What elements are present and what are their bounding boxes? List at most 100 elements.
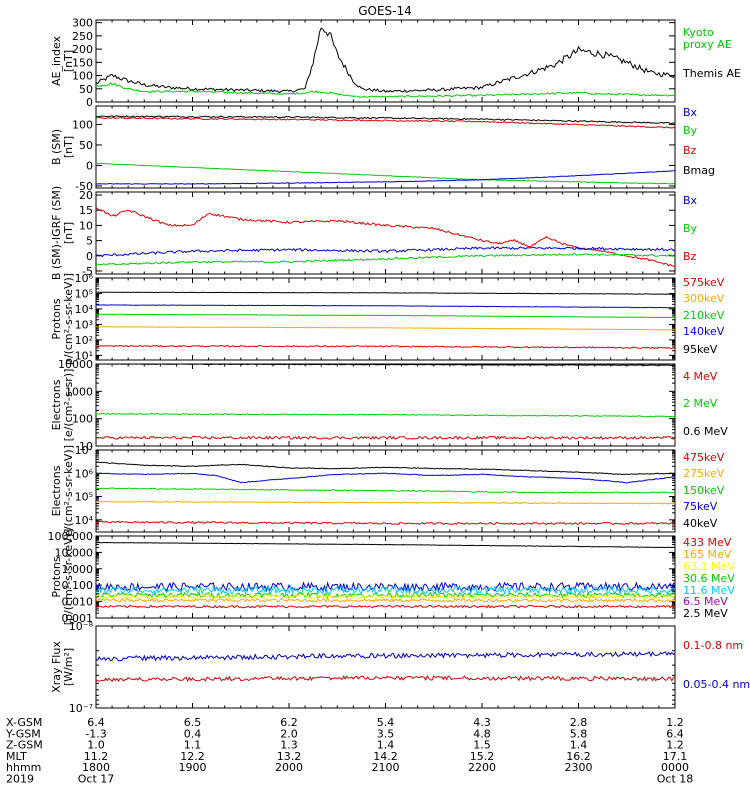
legend-bz: Bz <box>683 144 697 157</box>
series-line-0-05-0-4-nm <box>96 651 675 662</box>
x-tick-value: 0000 <box>661 761 689 774</box>
series-line-140kev <box>96 304 675 309</box>
y-tick-label: 50 <box>79 139 93 152</box>
y-tick-label: 0.100 <box>62 579 94 592</box>
y-tick-label: 10 <box>79 219 93 232</box>
series-line-0-1-0-8-nm <box>96 674 675 683</box>
x-tick-value: 1.1 <box>184 739 202 752</box>
y-tick-label: -5 <box>82 265 93 278</box>
series-line-by <box>96 162 675 185</box>
series-line-95kev <box>96 291 675 295</box>
legend-2-mev: 2 MeV <box>683 397 718 410</box>
y-tick-label: 250 <box>72 30 93 43</box>
y-tick-label: 100 <box>72 70 93 83</box>
y-tick-label: 10⁶ <box>75 467 94 480</box>
x-tick-value: 1900 <box>179 761 207 774</box>
y-axis-label: AE_index[nT] <box>50 35 75 86</box>
x-tick-value: 5.4 <box>377 716 395 729</box>
y-tick-label: 0 <box>86 159 93 172</box>
y-tick-label: 10¹ <box>75 349 93 362</box>
x-tick-value: Oct 17 <box>78 773 115 786</box>
panel-protons1: 10¹ 10² 10³ 10⁴ 10⁵ 10⁶Protonsp/(cm²-s-sr-keV… <box>50 272 725 365</box>
series-line-210kev <box>96 313 675 319</box>
y-axis-label: Electrons[e/(cm²-s-sr)] <box>50 369 75 442</box>
legend-0-1-0-8-nm: 0.1-0.8 nm <box>683 639 743 652</box>
x-axis-table: X-GSMY-GSMZ-GSMMLThhmm20196.4-1.31.011.2… <box>5 716 693 786</box>
y-tick-label: 5 <box>86 235 93 248</box>
series-line-11-6-mev <box>96 585 675 596</box>
x-tick-value: 14.2 <box>373 750 398 763</box>
series-line-bx <box>96 170 675 185</box>
y-tick-label: 10³ <box>75 318 93 331</box>
y-tick-label: 0 <box>86 96 93 109</box>
legend-bz: Bz <box>683 250 697 263</box>
legend-by: By <box>683 222 698 235</box>
series-line-165-mev <box>96 597 675 603</box>
series-line-4-mev <box>96 435 675 440</box>
series-line-300kev <box>96 326 675 331</box>
x-tick-value: 6.4 <box>666 727 684 740</box>
legend-0-6-mev: 0.6 MeV <box>683 425 728 438</box>
x-tick-value: 4.8 <box>473 727 491 740</box>
y-tick-label: 10⁻⁸ <box>69 620 94 633</box>
x-tick-value: 1.4 <box>570 739 588 752</box>
series-line-63-1-mev <box>96 593 675 600</box>
x-row-label-hhmm: hhmm <box>6 761 41 774</box>
legend-75kev: 75keV <box>683 500 718 513</box>
series-line-bx <box>96 246 675 258</box>
legend-11-6-mev: 11.6 MeV <box>683 584 735 597</box>
x-tick-value: 11.2 <box>84 750 109 763</box>
y-tick-label: 300 <box>72 17 93 30</box>
legend-150kev: 150keV <box>683 484 725 497</box>
legend-0-05-0-4-nm: 0.05-0.4 nm <box>683 678 750 691</box>
y-axis-label: B (SM)[nT] <box>50 129 75 165</box>
x-tick-value: 17.1 <box>663 750 688 763</box>
x-tick-value: 2100 <box>372 761 400 774</box>
x-tick-value: 2.0 <box>280 727 298 740</box>
x-row-label-y-gsm: Y-GSM <box>5 727 41 740</box>
y-tick-label: 10⁵ <box>75 287 93 300</box>
y-tick-label: -50 <box>75 180 93 193</box>
y-tick-label: 10⁷ <box>75 444 93 457</box>
x-tick-value: 1.5 <box>473 739 491 752</box>
panel-frame <box>95 19 676 103</box>
y-axis-label: Protons[p/(cm²-s-sr-keV)] <box>50 529 75 626</box>
y-tick-label: 20 <box>79 189 93 202</box>
legend-4-mev: 4 MeV <box>683 370 718 383</box>
y-tick-label: 10² <box>75 334 93 347</box>
x-tick-value: Oct 18 <box>657 773 694 786</box>
legend-30-6-mev: 30.6 MeV <box>683 572 735 585</box>
y-tick-label: 0.010 <box>62 596 94 609</box>
y-axis-label: B (SM)-IGRF (SM)[nT] <box>50 186 75 280</box>
y-tick-label: 200 <box>72 43 93 56</box>
x-tick-value: 6.2 <box>280 716 298 729</box>
x-tick-value: 13.2 <box>277 750 302 763</box>
y-tick-label: 15 <box>79 204 93 217</box>
figure-title: GOES-14 <box>358 4 412 18</box>
x-tick-value: 5.8 <box>570 727 588 740</box>
series-line-40kev <box>96 461 675 476</box>
y-tick-label: 150 <box>72 56 93 69</box>
legend-433-mev: 433 MeV <box>683 536 732 549</box>
series-line-kyoto-proxy-ae <box>96 82 675 98</box>
y-tick-label: 10 <box>79 440 93 453</box>
legend-210kev: 210keV <box>683 309 725 322</box>
series-line-themis-ae <box>96 27 675 94</box>
y-tick-label: 10⁴ <box>75 514 94 527</box>
legend-63-1-mev: 63.1 MeV <box>683 560 735 573</box>
y-tick-label: 10⁻⁷ <box>69 702 93 715</box>
series-line-0-6-mev <box>96 364 675 367</box>
legend-2-5-mev: 2.5 MeV <box>683 607 728 620</box>
legend-95kev: 95keV <box>683 343 718 356</box>
x-tick-value: 16.2 <box>566 750 591 763</box>
x-tick-value: 1.4 <box>377 739 395 752</box>
legend-bmag: Bmag <box>683 164 715 177</box>
x-tick-value: 15.2 <box>470 750 495 763</box>
x-tick-value: 1.0 <box>87 739 105 752</box>
panel-frame <box>95 625 676 709</box>
series-line-150kev <box>96 487 675 494</box>
